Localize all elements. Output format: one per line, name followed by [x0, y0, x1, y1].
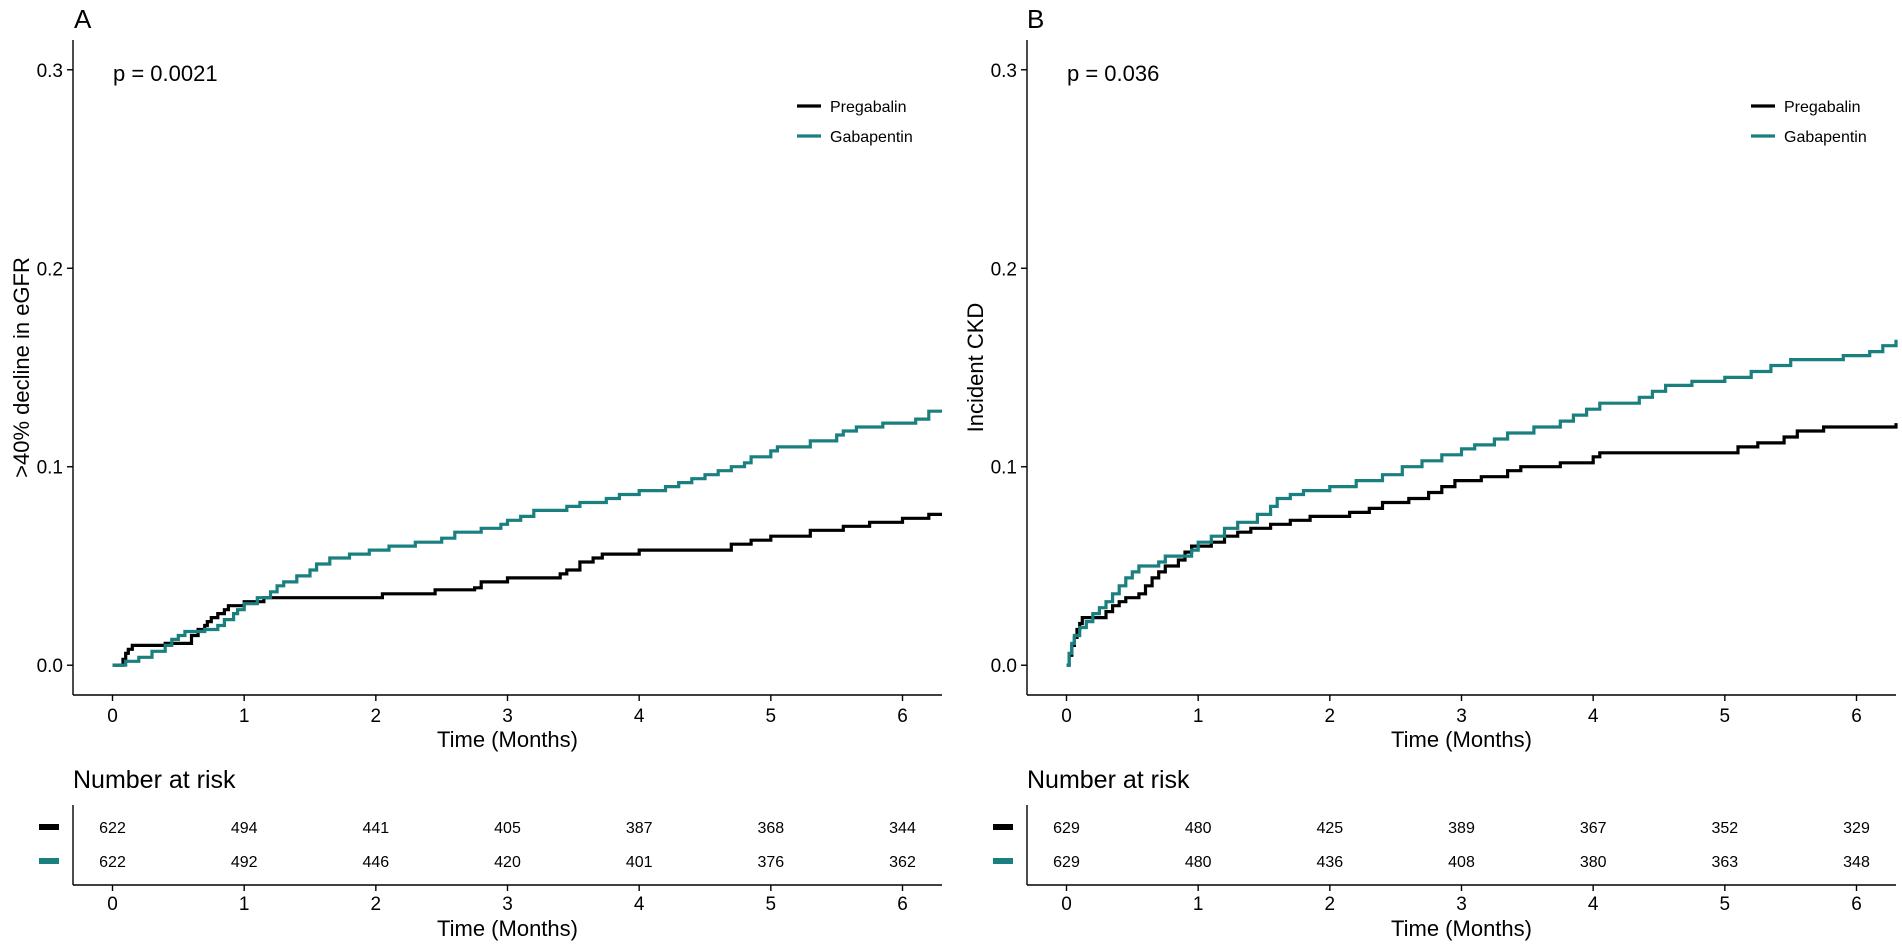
risk-x-axis-label: Time (Months) [437, 916, 578, 941]
risk-count: 363 [1711, 854, 1738, 871]
x-axis-label: Time (Months) [437, 727, 578, 752]
x-tick-label: 4 [634, 706, 645, 727]
y-tick-label: 0.1 [37, 458, 63, 479]
x-tick-label: 2 [1325, 706, 1336, 727]
risk-x-tick-label: 3 [1456, 894, 1467, 915]
p-value: p = 0.0021 [113, 61, 218, 86]
legend-label-gabapentin: Gabapentin [830, 129, 913, 146]
legend-label-pregabalin: Pregabalin [830, 99, 907, 116]
risk-count: 376 [757, 854, 784, 871]
km-curve-gabapentin [112, 409, 942, 667]
km-curve-gabapentin [1066, 339, 1898, 667]
p-value: p = 0.036 [1067, 61, 1159, 86]
risk-table-title: Number at risk [1027, 766, 1190, 794]
x-tick-label: 0 [107, 706, 118, 727]
risk-count: 352 [1711, 820, 1738, 837]
y-tick-label: 0.2 [37, 259, 63, 280]
risk-x-tick-label: 4 [634, 894, 645, 915]
x-tick-label: 5 [766, 706, 777, 727]
legend-label-gabapentin: Gabapentin [1784, 129, 1867, 146]
x-axis-label: Time (Months) [1391, 727, 1532, 752]
risk-x-axis-label: Time (Months) [1391, 916, 1532, 941]
y-tick-label: 0.0 [991, 656, 1017, 677]
risk-x-tick-label: 0 [107, 894, 118, 915]
risk-count: 405 [494, 820, 521, 837]
x-tick-label: 3 [1456, 706, 1467, 727]
x-tick-label: 5 [1720, 706, 1731, 727]
x-tick-label: 6 [897, 706, 908, 727]
risk-x-tick-label: 3 [502, 894, 513, 915]
km-curve-pregabalin [1066, 423, 1898, 667]
x-tick-label: 1 [1193, 706, 1204, 727]
risk-x-tick-label: 2 [1325, 894, 1336, 915]
risk-x-tick-label: 5 [1720, 894, 1731, 915]
risk-count: 420 [494, 854, 521, 871]
risk-count: 401 [626, 854, 653, 871]
risk-count: 441 [362, 820, 389, 837]
risk-x-tick-label: 0 [1061, 894, 1072, 915]
risk-count: 348 [1843, 854, 1870, 871]
y-axis-label: >40% decline in eGFR [9, 257, 34, 478]
y-tick-label: 0.3 [37, 61, 63, 82]
x-tick-label: 1 [239, 706, 250, 727]
risk-count: 629 [1053, 854, 1080, 871]
y-tick-label: 0.1 [991, 458, 1017, 479]
x-tick-label: 3 [502, 706, 513, 727]
risk-count: 446 [362, 854, 389, 871]
risk-x-tick-label: 2 [371, 894, 382, 915]
risk-count: 362 [889, 854, 916, 871]
panel-a: A 0.0 0.1 0.2 0.3 0 1 2 3 4 5 6 Time (Months) >40% de… [9, 4, 942, 941]
risk-count: 622 [99, 820, 126, 837]
x-tick-label: 0 [1061, 706, 1072, 727]
km-curve-pregabalin [112, 512, 942, 667]
risk-count: 389 [1448, 820, 1475, 837]
risk-x-tick-label: 4 [1588, 894, 1599, 915]
risk-count: 480 [1185, 820, 1212, 837]
risk-count: 344 [889, 820, 916, 837]
risk-count: 622 [99, 854, 126, 871]
risk-count: 492 [231, 854, 258, 871]
risk-x-tick-label: 1 [239, 894, 250, 915]
risk-x-tick-label: 1 [1193, 894, 1204, 915]
y-axis-label: Incident CKD [963, 303, 988, 433]
legend-label-pregabalin: Pregabalin [1784, 99, 1861, 116]
x-tick-label: 4 [1588, 706, 1599, 727]
y-tick-label: 0.0 [37, 656, 63, 677]
risk-x-tick-label: 5 [766, 894, 777, 915]
risk-count: 368 [757, 820, 784, 837]
risk-x-tick-label: 6 [1851, 894, 1862, 915]
panel-b: B 0.0 0.1 0.2 0.3 0 1 2 3 4 5 6 Time (Months) Inciden… [963, 4, 1898, 941]
panel-label: A [74, 4, 92, 34]
x-tick-label: 2 [371, 706, 382, 727]
y-tick-label: 0.3 [991, 61, 1017, 82]
risk-count: 408 [1448, 854, 1475, 871]
risk-count: 425 [1316, 820, 1343, 837]
risk-count: 480 [1185, 854, 1212, 871]
x-tick-label: 6 [1851, 706, 1862, 727]
risk-table-title: Number at risk [73, 766, 236, 794]
risk-count: 380 [1580, 854, 1607, 871]
risk-count: 367 [1580, 820, 1607, 837]
risk-count: 494 [231, 820, 258, 837]
risk-x-tick-label: 6 [897, 894, 908, 915]
risk-count: 329 [1843, 820, 1870, 837]
risk-count: 436 [1316, 854, 1343, 871]
y-tick-label: 0.2 [991, 259, 1017, 280]
risk-count: 387 [626, 820, 653, 837]
risk-count: 629 [1053, 820, 1080, 837]
panel-label: B [1027, 4, 1044, 34]
